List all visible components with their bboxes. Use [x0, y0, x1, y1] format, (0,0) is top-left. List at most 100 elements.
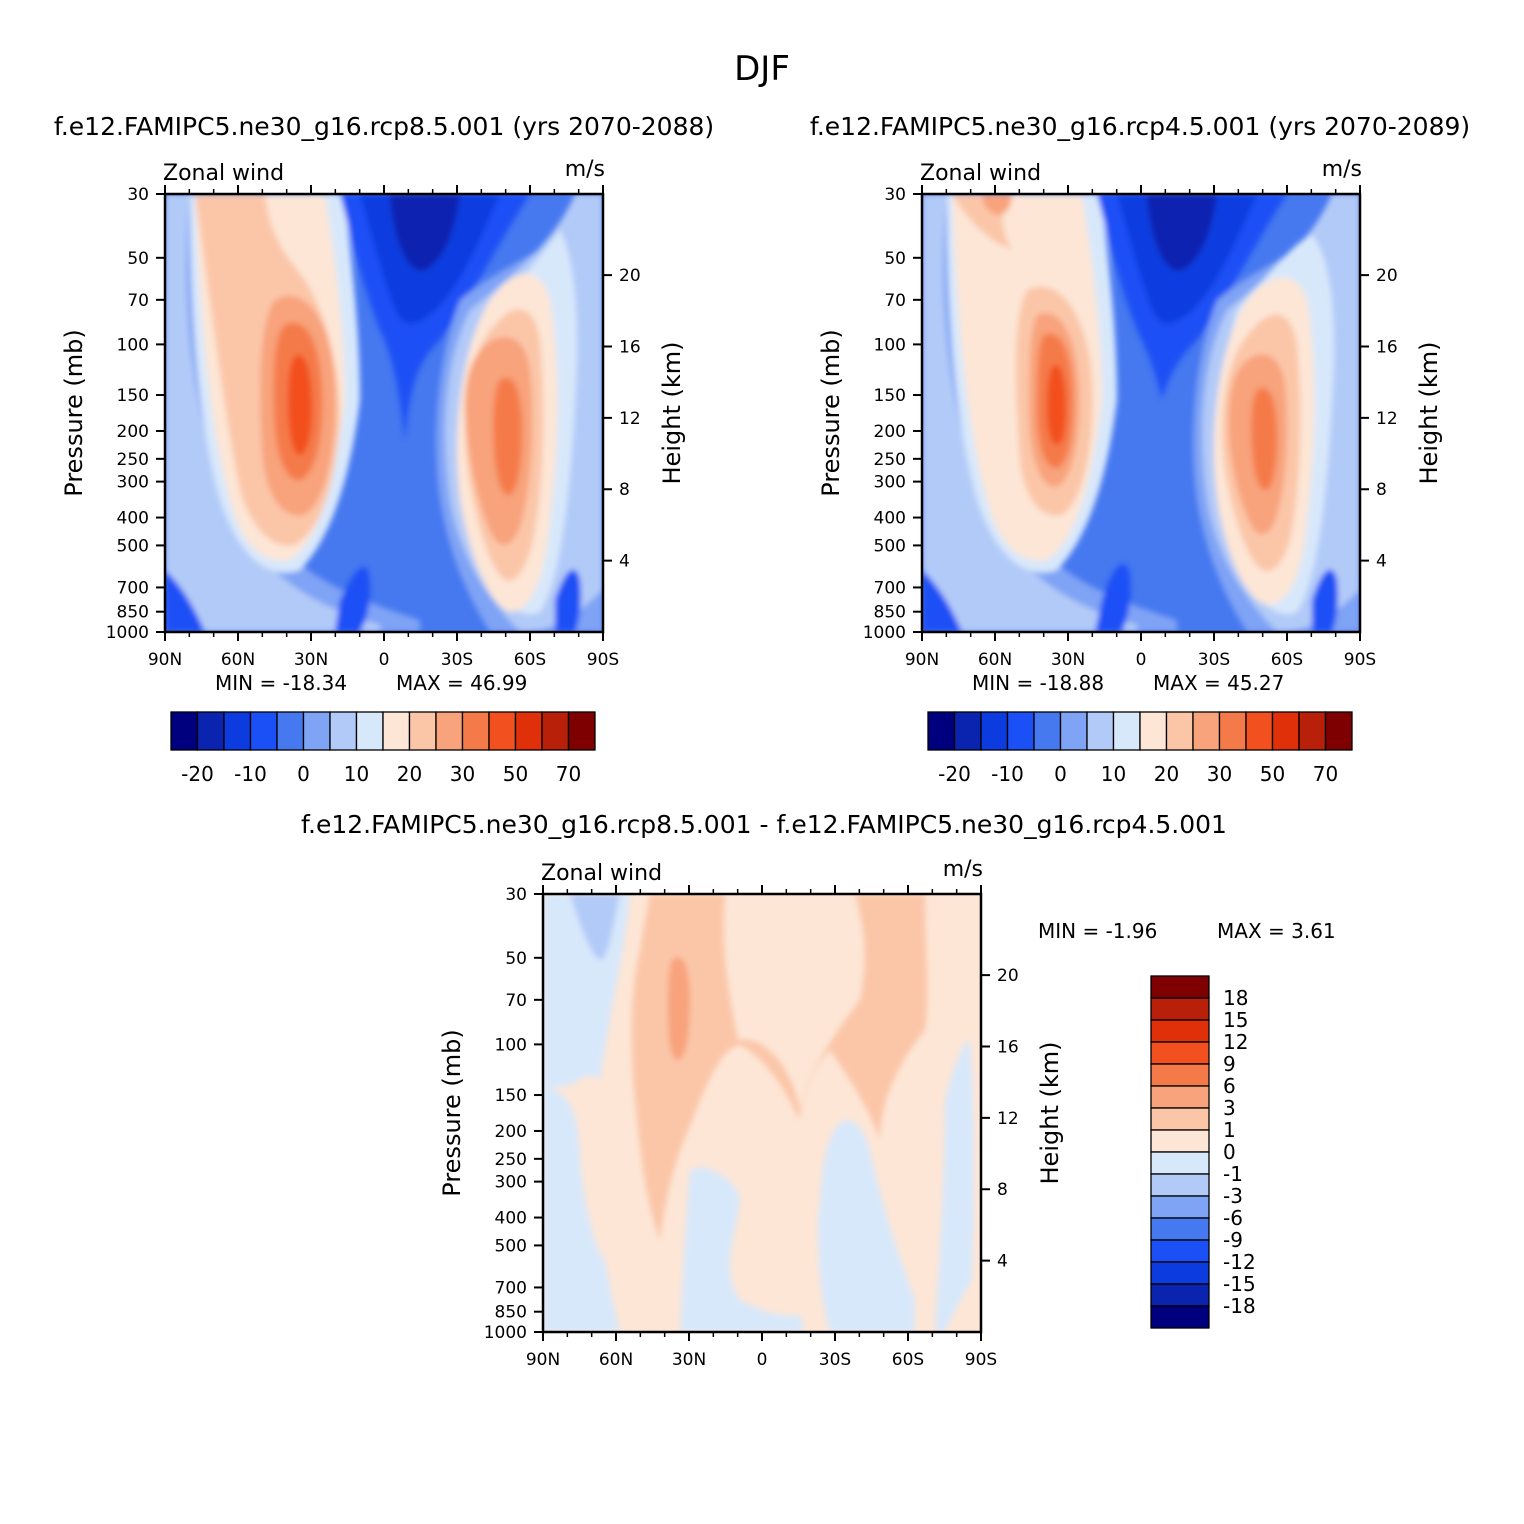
colorbar-box	[302, 711, 331, 751]
colorbar-box	[1218, 711, 1247, 751]
colorbar-box	[1150, 975, 1210, 999]
colorbar-box	[461, 711, 490, 751]
x-tick-label: 90S	[965, 1350, 997, 1370]
colorbar-label: 0	[1223, 1140, 1236, 1164]
colorbar-label: 10	[1101, 762, 1126, 786]
colorbar-label: -10	[234, 762, 267, 786]
colorbar-label: 30	[450, 762, 475, 786]
colorbar-label: -1	[1223, 1162, 1243, 1186]
colorbar-label: 50	[1260, 762, 1285, 786]
contour-field	[165, 194, 603, 632]
x-tick-label: 0	[757, 1350, 768, 1370]
colorbar-box	[1165, 711, 1194, 751]
y-tick-label: 400	[117, 509, 149, 529]
colorbar-label: -10	[991, 762, 1024, 786]
colorbar-label: 0	[1054, 762, 1067, 786]
colorbar-box	[1150, 1041, 1210, 1065]
x-tick-label: 60S	[1271, 650, 1303, 670]
colorbar-label: 12	[1223, 1030, 1248, 1054]
x-tick-label: 60S	[892, 1350, 924, 1370]
colorbar-box	[1059, 711, 1088, 751]
colorbar-label: -6	[1223, 1206, 1243, 1230]
panel-title: f.e12.FAMIPC5.ne30_g16.rcp4.5.001 (yrs 2…	[810, 112, 1470, 141]
colorbar-box	[980, 711, 1009, 751]
y-tick-label: 150	[117, 386, 149, 406]
panel-rcp85: f.e12.FAMIPC5.ne30_g16.rcp8.5.001 (yrs 2…	[54, 112, 714, 786]
y-tick-label: 70	[127, 291, 149, 311]
colorbar-box	[1150, 1129, 1210, 1153]
panel-rcp45: f.e12.FAMIPC5.ne30_g16.rcp4.5.001 (yrs 2…	[810, 112, 1470, 786]
colorbar-box	[514, 711, 543, 751]
y2-axis-title: Height (km)	[658, 342, 686, 485]
colorbar-box	[1086, 711, 1115, 751]
y-tick-label: 300	[874, 473, 906, 493]
contour-field	[922, 194, 1360, 632]
units-label: m/s	[565, 157, 605, 182]
x-tick-label: 0	[1136, 650, 1147, 670]
y2-tick-label: 8	[619, 480, 630, 500]
y2-tick-label: 16	[997, 1037, 1019, 1057]
colorbar-label: -3	[1223, 1184, 1243, 1208]
y-tick-label: 250	[117, 450, 149, 470]
colorbar-label: 6	[1223, 1074, 1236, 1098]
axes: 90N 60N 30N 0 30S 60S 90S 30 50 70 100 150 200 250 300…	[484, 885, 1019, 1370]
colorbar-box	[953, 711, 982, 751]
colorbar-box	[1150, 1019, 1210, 1043]
colorbar-box	[1150, 1305, 1210, 1329]
min-value: MIN = -18.88	[972, 671, 1104, 695]
y2-axis-title: Height (km)	[1415, 342, 1443, 485]
colorbar-label: 15	[1223, 1008, 1248, 1032]
colorbar-box	[276, 711, 305, 751]
x-tick-label: 30S	[819, 1350, 851, 1370]
y2-tick-label: 20	[997, 966, 1019, 986]
colorbar-box	[1112, 711, 1141, 751]
min-value: MIN = -1.96	[1038, 919, 1157, 943]
x-tick-label: 90N	[905, 650, 939, 670]
colorbar-label: -12	[1223, 1250, 1256, 1274]
max-value: MAX = 3.61	[1217, 919, 1336, 943]
y-tick-label: 150	[495, 1086, 527, 1106]
y-tick-label: 700	[117, 578, 149, 598]
y-tick-label: 700	[874, 578, 906, 598]
y-tick-label: 50	[127, 249, 149, 269]
x-tick-label: 30S	[1198, 650, 1230, 670]
units-label: m/s	[1322, 157, 1362, 182]
y-tick-label: 50	[884, 249, 906, 269]
y-tick-label: 250	[495, 1150, 527, 1170]
colorbar-box	[223, 711, 252, 751]
y2-tick-label: 12	[1376, 409, 1398, 429]
colorbar-label: 70	[556, 762, 581, 786]
y-tick-label: 400	[874, 509, 906, 529]
x-tick-label: 30S	[441, 650, 473, 670]
colorbar-box	[1150, 1107, 1210, 1131]
colorbar-box	[1150, 1173, 1210, 1197]
y-tick-label: 850	[874, 603, 906, 623]
axes: 90N 60N 30N 0 30S 60S 90S 30 50 70 100 150 200 250 300…	[863, 185, 1398, 670]
colorbar-box	[249, 711, 278, 751]
y-tick-label: 1000	[484, 1323, 527, 1343]
y-tick-label: 100	[874, 335, 906, 355]
y2-tick-label: 16	[619, 337, 641, 357]
y-tick-label: 1000	[106, 623, 149, 643]
variable-label: Zonal wind	[163, 161, 284, 186]
y2-tick-label: 8	[1376, 480, 1387, 500]
colorbar-box	[1033, 711, 1062, 751]
y-tick-label: 30	[505, 885, 527, 905]
y-tick-label: 500	[874, 536, 906, 556]
colorbar-label: 0	[297, 762, 310, 786]
y2-tick-label: 20	[1376, 266, 1398, 286]
x-tick-label: 90N	[148, 650, 182, 670]
y2-tick-label: 4	[1376, 552, 1387, 572]
y2-tick-label: 12	[997, 1109, 1019, 1129]
x-tick-label: 0	[379, 650, 390, 670]
y2-tick-label: 20	[619, 266, 641, 286]
colorbar-box	[1150, 997, 1210, 1021]
x-tick-label: 30N	[672, 1350, 706, 1370]
colorbar-label: 20	[397, 762, 422, 786]
colorbar-label: 3	[1223, 1096, 1236, 1120]
x-tick-label: 60S	[514, 650, 546, 670]
x-tick-label: 60N	[221, 650, 255, 670]
y2-tick-label: 8	[997, 1180, 1008, 1200]
colorbar-box	[1150, 1261, 1210, 1285]
